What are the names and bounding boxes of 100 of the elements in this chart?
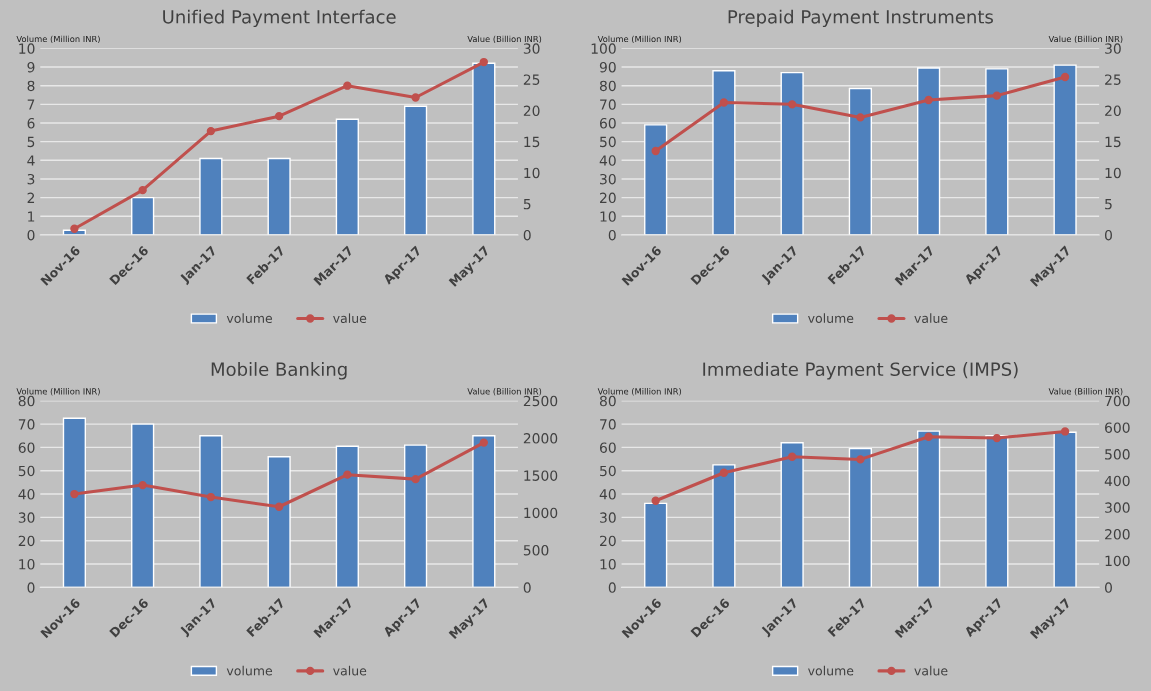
bar [985, 435, 1009, 588]
y2-tick-label: 2000 [523, 433, 558, 444]
point [1060, 72, 1070, 82]
chart-title: Mobile Banking [211, 362, 347, 380]
bar [199, 435, 223, 588]
y2-tick-label: 30 [523, 43, 540, 54]
point [787, 100, 797, 109]
point [206, 492, 216, 502]
bar [472, 435, 496, 588]
y-tick-label: 60 [18, 442, 35, 453]
y-tick-label: 70 [600, 419, 616, 430]
y-tick-label: 10 [19, 559, 35, 570]
y2-tick-label: 5 [523, 199, 531, 210]
y2-tick-label: 1500 [524, 470, 558, 481]
point [70, 224, 79, 233]
point [719, 98, 729, 107]
bar [335, 118, 359, 235]
y2-tick-label: 25 [1105, 74, 1121, 85]
legend-label: value [333, 665, 367, 676]
point [206, 126, 216, 136]
y2-tick-label: 2500 [523, 395, 558, 407]
legend-label: volume [226, 313, 273, 324]
bar [267, 456, 291, 588]
y-tick-label: 50 [600, 136, 616, 148]
bar [644, 124, 668, 235]
y-tick-label: 100 [591, 43, 616, 54]
y-tick-label: 0 [27, 229, 35, 241]
y-tick-label: 10 [600, 559, 616, 570]
bar [780, 71, 804, 235]
point [924, 95, 933, 105]
bar [780, 442, 804, 588]
bar [712, 464, 736, 588]
y-tick-label: 80 [599, 80, 616, 92]
y-tick-label: 0 [608, 229, 616, 241]
y-tick-label: 70 [18, 419, 35, 430]
chart-title: Unified Payment Interface [163, 9, 396, 28]
point [787, 452, 797, 461]
y2-tick-label: 10 [524, 167, 540, 179]
y2-axis-title: Value (Billion INR) [467, 388, 542, 396]
chart-title: Immediate Payment Service (IMPS) [703, 362, 1018, 380]
y2-axis-title: Value (Billion INR) [467, 35, 542, 44]
bar [199, 157, 223, 235]
bar [131, 196, 155, 235]
point [856, 113, 865, 122]
bar [848, 447, 872, 588]
y-tick-label: 6 [27, 117, 35, 129]
bar [916, 67, 941, 235]
y2-tick-label: 15 [1105, 136, 1121, 148]
y2-tick-label: 5 [1105, 199, 1112, 210]
y-tick-label: 60 [599, 442, 616, 453]
y2-tick-label: 25 [523, 74, 540, 85]
point [651, 146, 660, 156]
y2-tick-label: 0 [523, 582, 531, 593]
point [411, 474, 420, 484]
y-tick-label: 40 [599, 489, 616, 500]
point [856, 455, 865, 464]
y-tick-label: 3 [27, 173, 35, 185]
y-tick-label: 5 [27, 136, 35, 148]
bar [62, 417, 87, 588]
y2-axis-title: Value (Billion INR) [1048, 35, 1123, 44]
bar [131, 423, 155, 588]
y-tick-label: 2 [27, 192, 35, 203]
bar [712, 70, 736, 235]
y-tick-label: 80 [599, 395, 616, 407]
bar [472, 62, 496, 235]
y-tick-label: 1 [28, 211, 35, 222]
y-tick-label: 50 [18, 465, 35, 477]
y2-tick-label: 0 [523, 229, 531, 241]
y-tick-label: 4 [27, 155, 35, 166]
y2-axis-title: Value (Billion INR) [1048, 388, 1123, 396]
point [992, 433, 1002, 443]
point [70, 489, 79, 499]
y2-tick-label: 400 [1104, 475, 1130, 487]
y-tick-label: 50 [600, 465, 616, 477]
legend-label: value [914, 313, 948, 324]
point [138, 185, 147, 195]
y-tick-label: 40 [599, 155, 616, 166]
y2-tick-label: 500 [1105, 449, 1130, 460]
y2-tick-label: 100 [1105, 555, 1130, 567]
y2-tick-label: 10 [1105, 167, 1121, 179]
y-tick-label: 10 [600, 211, 616, 222]
bar [403, 444, 428, 588]
point [343, 81, 352, 90]
y-tick-label: 40 [18, 489, 35, 500]
bar [1053, 64, 1077, 235]
legend-label: volume [808, 665, 854, 676]
y2-tick-label: 500 [523, 545, 549, 556]
bar [644, 502, 668, 588]
y2-tick-label: 20 [1105, 105, 1121, 117]
y-tick-label: 30 [18, 512, 35, 523]
legend-label: value [333, 313, 367, 324]
y-tick-label: 60 [599, 117, 616, 129]
y2-tick-label: 20 [523, 105, 540, 117]
y-tick-label: 90 [599, 62, 616, 73]
bar [985, 68, 1009, 235]
y-tick-label: 10 [19, 43, 35, 54]
y2-tick-label: 600 [1105, 422, 1130, 433]
point [138, 480, 147, 490]
y2-tick-label: 200 [1105, 529, 1130, 540]
point [411, 93, 420, 102]
